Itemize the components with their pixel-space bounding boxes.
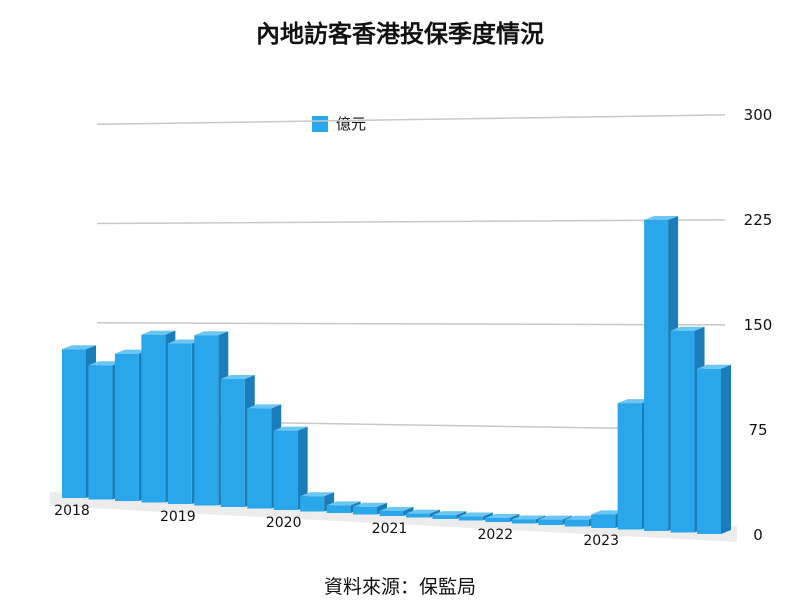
bar-top xyxy=(432,511,467,516)
gridline-225 xyxy=(96,219,726,225)
bar-top xyxy=(644,215,679,220)
bar xyxy=(644,215,679,531)
x-year-label: 2020 xyxy=(266,515,302,531)
bar-front xyxy=(167,343,192,504)
legend-label: 億元 xyxy=(336,115,367,133)
bar-top xyxy=(511,515,546,520)
bar-front xyxy=(432,515,457,519)
y-tick-label: 225 xyxy=(744,211,773,229)
bar-top xyxy=(167,339,202,344)
bar-front xyxy=(220,379,245,507)
bar-top xyxy=(617,399,652,404)
source-note: 資料來源：保監局 xyxy=(323,576,476,598)
bar-front xyxy=(194,335,219,506)
bar-front xyxy=(300,496,325,512)
bar-front xyxy=(114,353,139,501)
bar xyxy=(273,426,308,510)
bar-front xyxy=(538,519,563,525)
x-year-label: 2022 xyxy=(478,527,514,543)
x-year-label: 2019 xyxy=(160,509,196,525)
bar-top xyxy=(670,326,705,331)
gridline-150 xyxy=(96,322,726,326)
bar-top xyxy=(141,330,176,335)
bar-front xyxy=(591,514,616,528)
bar-front xyxy=(405,513,430,518)
bar-top xyxy=(697,364,731,369)
bar-front xyxy=(670,330,695,533)
bar-front xyxy=(273,430,298,510)
bar-front xyxy=(379,510,404,516)
bar-front xyxy=(353,506,378,515)
bar-top xyxy=(564,515,599,520)
bar-top xyxy=(591,510,626,515)
bar-side xyxy=(297,426,308,510)
gridline-300 xyxy=(96,114,726,126)
bar-top xyxy=(247,404,282,409)
bar-top xyxy=(405,509,440,514)
bar-top xyxy=(300,492,335,497)
x-year-label: 2023 xyxy=(583,533,619,549)
bar-front xyxy=(247,408,272,509)
bar-top xyxy=(379,506,414,511)
y-tick-label: 150 xyxy=(744,316,773,334)
bar-top xyxy=(538,515,573,520)
bar-top xyxy=(326,501,361,506)
bar-top xyxy=(62,345,96,350)
chart-legend: 億元 xyxy=(312,113,366,134)
bar-front xyxy=(564,519,589,527)
bar-front xyxy=(644,219,669,531)
bar-side xyxy=(721,364,731,534)
bar-front xyxy=(697,368,721,534)
bar-top xyxy=(273,426,308,431)
x-year-label: 2018 xyxy=(54,503,90,519)
bar-front xyxy=(62,349,86,498)
bar-top xyxy=(88,361,123,366)
bar-top xyxy=(458,512,493,517)
bar-front xyxy=(458,516,483,521)
bar-front xyxy=(485,518,510,522)
chart-title: 內地訪客香港投保季度情況 xyxy=(256,20,544,48)
y-tick-label: 75 xyxy=(748,421,767,439)
y-tick-label: 300 xyxy=(744,106,773,124)
bar-top xyxy=(353,502,388,507)
bar-front xyxy=(141,334,166,503)
bar-front xyxy=(511,519,536,524)
bar-front xyxy=(617,403,642,530)
bar-front xyxy=(88,365,113,500)
bar-top xyxy=(194,331,229,336)
y-tick-label: 0 xyxy=(753,526,763,544)
bar-top xyxy=(220,375,255,380)
bar-top xyxy=(114,349,149,354)
x-year-label: 2021 xyxy=(372,521,408,537)
bar xyxy=(697,364,731,534)
bar-front xyxy=(326,505,351,513)
bar-top xyxy=(485,514,520,519)
legend-swatch xyxy=(312,115,328,132)
